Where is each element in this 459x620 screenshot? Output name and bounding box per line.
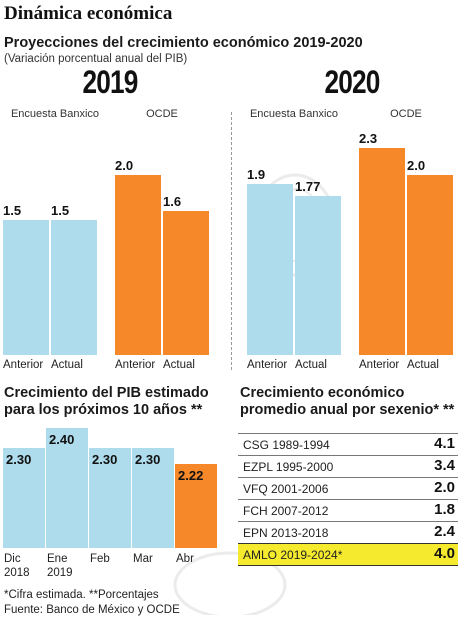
bar-value-label: 2.3 [359,131,378,146]
table-row: EPN 2013-2018 2.4 [238,521,458,543]
footnote: *Cifra estimada. **Porcentajes [4,589,159,601]
estimate-value-label: 2.30 [6,452,32,467]
table-row-value: 3.4 [434,457,455,474]
seal-watermark-bottom [173,551,287,615]
sexenio-table-title: Crecimiento económico promedio anual por … [240,385,455,418]
bar-2020-1-1 [407,175,453,355]
table-row-label: CSG 1989-1994 [243,438,330,452]
group-label: Encuesta Banxico [10,108,100,120]
table-row: VFQ 2001-2006 2.0 [238,477,458,499]
estimate-value-label: 2.40 [49,432,75,447]
bar-value-label: 2.0 [407,158,426,173]
estimate-category-year: 2018 [4,567,30,579]
estimate-bar-4 [175,464,217,548]
table-row-label: AMLO 2019-2024* [243,548,343,562]
group-label: OCDE [146,108,178,120]
estimate-bar-2 [89,448,131,548]
estimate-bar-0 [3,448,45,548]
estimate-category-label: Mar [133,553,153,565]
bar-category-label: Actual [295,359,327,371]
gdp-estimate-title: Crecimiento del PIB estimado para los pró… [4,385,209,418]
table-row-value: 2.0 [434,479,455,496]
estimate-category-label: Ene [47,553,68,565]
year-heading-2019: 2019 [82,64,138,100]
table-row: AMLO 2019-2024* 4.0 [238,543,458,565]
bar-2020-0-0 [247,184,293,355]
bar-category-label: Anterior [247,359,288,371]
table-row-label: FCH 2007-2012 [243,504,329,518]
page-title: Dinámica económica [4,3,173,24]
table-row-value: 4.1 [434,435,455,452]
bar-2019-0-0 [3,220,49,355]
bar-category-label: Actual [51,359,83,371]
table-row-value: 1.8 [434,501,455,518]
estimate-category-label: Dic [4,553,21,565]
bar-category-label: Anterior [3,359,44,371]
bar-2019-1-0 [115,175,161,355]
table-row-label: EPN 2013-2018 [243,526,329,540]
estimate-value-label: 2.30 [135,452,161,467]
units-note: (Variación porcentual anual del PIB) [4,53,188,65]
estimate-bar-1 [46,428,88,548]
estimate-category-label: Feb [90,553,110,565]
bar-value-label: 1.77 [295,179,321,194]
bar-category-label: Anterior [115,359,156,371]
bar-value-label: 1.5 [51,203,70,218]
bar-value-label: 1.6 [163,194,182,209]
bar-2019-1-1 [163,211,209,355]
estimate-value-label: 2.22 [178,468,204,483]
estimate-bar-3 [132,448,174,548]
table-row-label: VFQ 2001-2006 [243,482,329,496]
table-row: EZPL 1995-2000 3.4 [238,455,458,477]
group-label: Encuesta Banxico [249,108,339,120]
table-bottom-rule [238,565,458,566]
chart-subtitle: Proyecciones del crecimiento económico 2… [4,35,363,51]
bar-value-label: 1.9 [247,167,266,182]
estimate-category-label: Abr [176,553,194,565]
bar-2020-0-1 [295,196,341,355]
table-row-label: EZPL 1995-2000 [243,460,334,474]
table-row: FCH 2007-2012 1.8 [238,499,458,521]
table-row-value: 4.0 [434,545,455,562]
bar-category-label: Anterior [359,359,400,371]
estimate-category-year: 2019 [47,567,73,579]
bar-category-label: Actual [407,359,439,371]
year-divider [231,112,232,370]
estimate-value-label: 2.30 [92,452,118,467]
group-label: OCDE [390,108,422,120]
table-row: CSG 1989-1994 4.1 [238,433,458,455]
bar-value-label: 2.0 [115,158,134,173]
bar-category-label: Actual [163,359,195,371]
table-row-value: 2.4 [434,523,455,540]
bar-value-label: 1.5 [3,203,22,218]
bar-2020-1-0 [359,148,405,355]
source-note: Fuente: Banco de México y OCDE [4,604,180,616]
year-heading-2020: 2020 [324,64,380,100]
bar-2019-0-1 [51,220,97,355]
